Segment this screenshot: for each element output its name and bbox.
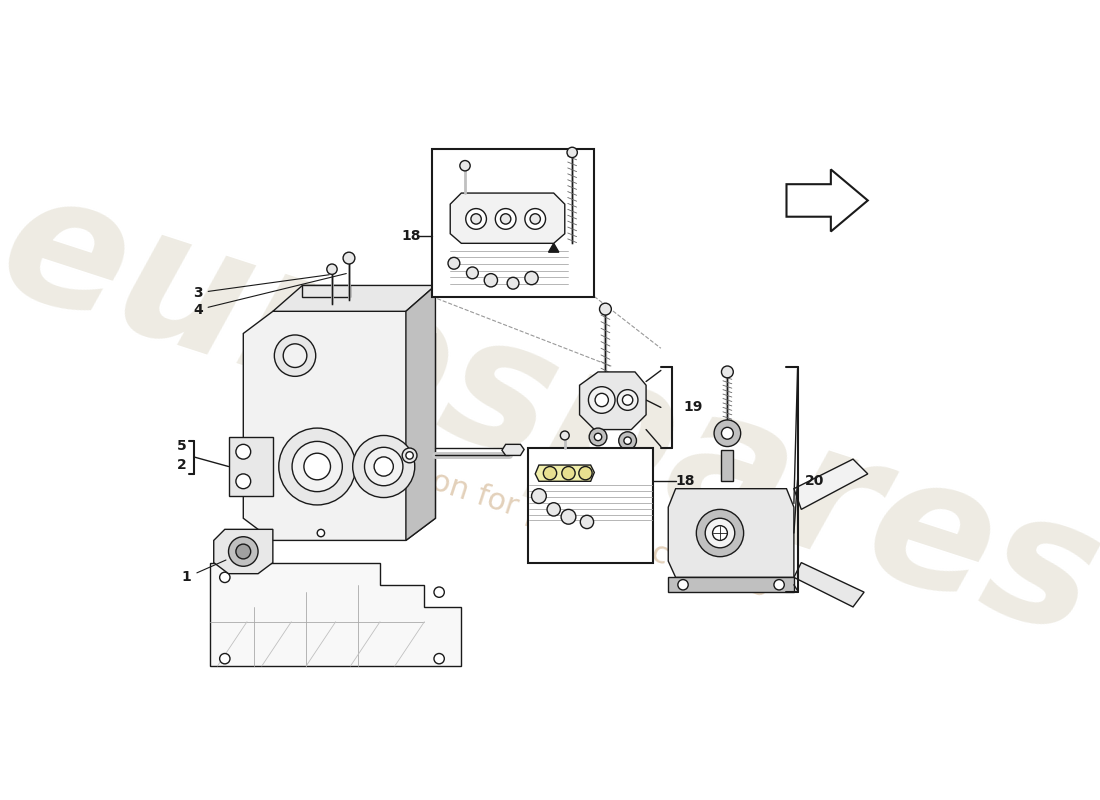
Circle shape bbox=[600, 303, 612, 315]
Circle shape bbox=[588, 386, 615, 414]
Circle shape bbox=[364, 447, 403, 486]
Circle shape bbox=[530, 214, 540, 224]
Circle shape bbox=[500, 214, 510, 224]
Circle shape bbox=[525, 209, 546, 230]
Polygon shape bbox=[502, 444, 524, 455]
Circle shape bbox=[566, 147, 578, 158]
Circle shape bbox=[678, 579, 689, 590]
Circle shape bbox=[547, 502, 560, 516]
Polygon shape bbox=[580, 372, 646, 430]
Polygon shape bbox=[450, 193, 564, 243]
Circle shape bbox=[561, 510, 576, 524]
Circle shape bbox=[696, 510, 744, 557]
Circle shape bbox=[590, 428, 607, 446]
Circle shape bbox=[623, 395, 632, 405]
Circle shape bbox=[220, 572, 230, 582]
Circle shape bbox=[531, 489, 547, 503]
Polygon shape bbox=[406, 286, 436, 541]
Circle shape bbox=[562, 466, 575, 480]
Circle shape bbox=[543, 466, 557, 480]
Circle shape bbox=[304, 454, 330, 480]
Polygon shape bbox=[668, 489, 794, 578]
Circle shape bbox=[403, 448, 417, 463]
Circle shape bbox=[220, 654, 230, 664]
Bar bbox=[528, 448, 653, 562]
Circle shape bbox=[235, 474, 251, 489]
Circle shape bbox=[235, 444, 251, 459]
Text: 4: 4 bbox=[192, 274, 346, 317]
Circle shape bbox=[722, 366, 734, 378]
Circle shape bbox=[293, 442, 342, 492]
Polygon shape bbox=[302, 286, 351, 297]
Circle shape bbox=[274, 335, 316, 376]
Circle shape bbox=[374, 457, 394, 476]
Circle shape bbox=[353, 435, 415, 498]
Circle shape bbox=[722, 427, 734, 439]
Circle shape bbox=[471, 214, 482, 224]
Circle shape bbox=[618, 432, 637, 450]
Circle shape bbox=[484, 274, 497, 287]
Polygon shape bbox=[549, 243, 559, 252]
Text: 1: 1 bbox=[182, 560, 225, 584]
Polygon shape bbox=[243, 311, 436, 541]
Circle shape bbox=[560, 431, 569, 440]
Text: eurospares: eurospares bbox=[0, 154, 1100, 674]
Circle shape bbox=[713, 526, 727, 541]
Circle shape bbox=[624, 437, 631, 444]
Circle shape bbox=[278, 428, 355, 505]
Polygon shape bbox=[213, 530, 273, 574]
Polygon shape bbox=[210, 562, 461, 666]
Circle shape bbox=[343, 252, 355, 264]
Text: 20: 20 bbox=[805, 474, 824, 488]
Circle shape bbox=[595, 394, 608, 406]
Circle shape bbox=[434, 654, 444, 664]
Text: 18: 18 bbox=[675, 474, 695, 488]
Polygon shape bbox=[273, 286, 436, 311]
Polygon shape bbox=[722, 450, 734, 482]
Text: 18: 18 bbox=[402, 229, 421, 243]
Circle shape bbox=[581, 515, 594, 529]
Text: 3: 3 bbox=[192, 274, 329, 300]
Text: 5: 5 bbox=[177, 439, 186, 453]
Circle shape bbox=[327, 264, 338, 274]
Circle shape bbox=[448, 258, 460, 269]
Text: a passion for parts since 1985: a passion for parts since 1985 bbox=[327, 434, 773, 603]
Text: 19: 19 bbox=[683, 400, 703, 414]
Circle shape bbox=[705, 518, 735, 548]
Circle shape bbox=[466, 267, 478, 278]
Circle shape bbox=[507, 278, 519, 289]
Circle shape bbox=[525, 271, 538, 285]
Circle shape bbox=[317, 530, 324, 537]
Circle shape bbox=[229, 537, 258, 566]
Circle shape bbox=[235, 544, 251, 559]
Polygon shape bbox=[794, 562, 865, 607]
Circle shape bbox=[434, 587, 444, 598]
Circle shape bbox=[495, 209, 516, 230]
Polygon shape bbox=[536, 465, 594, 482]
Circle shape bbox=[460, 161, 470, 171]
Circle shape bbox=[774, 579, 784, 590]
Circle shape bbox=[617, 390, 638, 410]
Polygon shape bbox=[668, 578, 794, 592]
Circle shape bbox=[579, 466, 592, 480]
Circle shape bbox=[594, 434, 602, 441]
Circle shape bbox=[406, 452, 414, 459]
Polygon shape bbox=[229, 437, 273, 496]
Polygon shape bbox=[794, 459, 868, 510]
Circle shape bbox=[714, 420, 740, 446]
Bar bbox=[432, 149, 594, 297]
Polygon shape bbox=[786, 170, 868, 231]
Circle shape bbox=[283, 344, 307, 367]
Text: 2: 2 bbox=[177, 458, 186, 472]
Circle shape bbox=[465, 209, 486, 230]
